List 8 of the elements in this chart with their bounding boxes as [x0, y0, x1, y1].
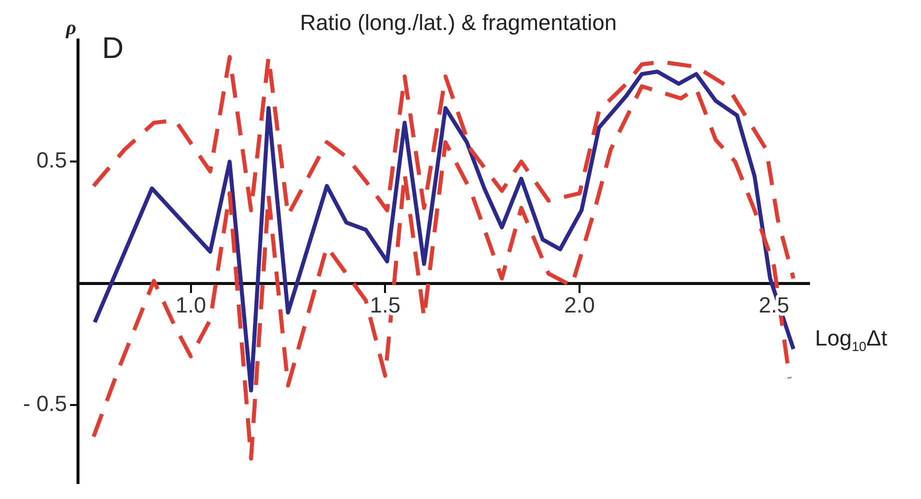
y-axis-title: ρ	[65, 17, 76, 39]
y-tick-label: 0.5	[36, 148, 68, 173]
x-tick-label: 1.0	[175, 292, 206, 318]
x-tick-label: 2.0	[564, 292, 595, 318]
chart-title: Ratio (long./lat.) & fragmentation	[300, 10, 617, 35]
line-series	[92, 84, 792, 460]
annotation: D	[102, 32, 124, 65]
y-tick-label: - 0.5	[22, 391, 68, 416]
